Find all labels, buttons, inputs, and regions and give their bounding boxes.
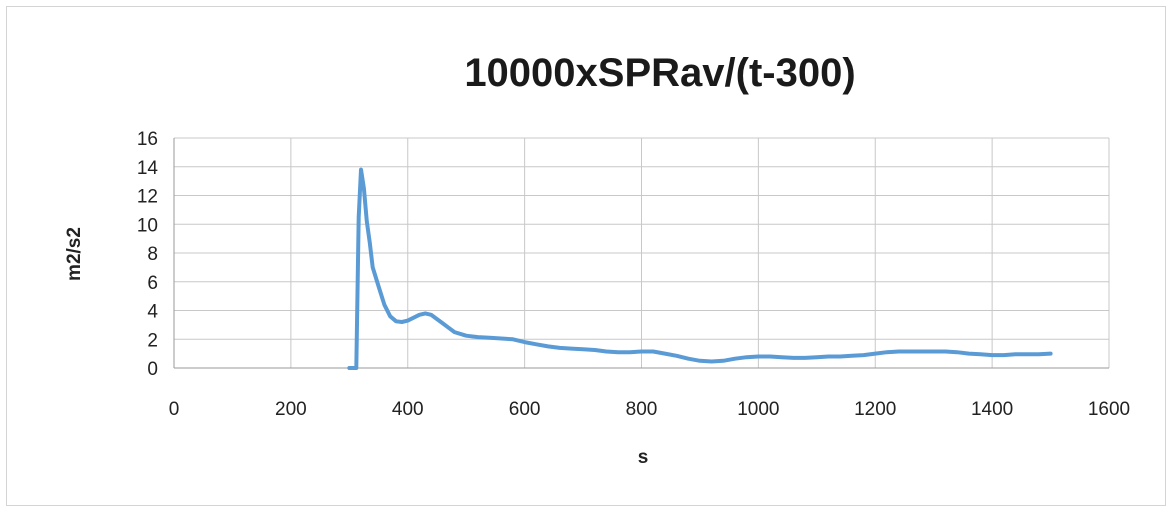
- y-tick-label: 8: [147, 244, 158, 265]
- x-tick-label: 200: [275, 399, 307, 420]
- axes: [173, 138, 1109, 369]
- y-tick-label: 2: [147, 330, 158, 351]
- x-axis-label: s: [638, 447, 649, 468]
- y-tick-label: 10: [137, 215, 158, 236]
- series-layer: [347, 167, 1053, 370]
- x-tick-label: 800: [626, 399, 658, 420]
- y-tick-labels: 0 2 4 6 8 10 12 14 16: [137, 129, 159, 380]
- x-tick-label: 600: [509, 399, 541, 420]
- x-tick-label: 1600: [1088, 399, 1130, 420]
- x-tick-label: 400: [392, 399, 424, 420]
- gridlines: [174, 137, 1110, 368]
- y-tick-label: 14: [137, 158, 159, 179]
- x-tick-label: 1000: [737, 399, 779, 420]
- x-tick-labels: 0 200 400 600 800 1000 1200 1400 1600: [169, 399, 1130, 420]
- chart-frame: [6, 6, 1166, 506]
- y-tick-label: 12: [137, 187, 158, 208]
- y-axis-label: m2/s2: [64, 227, 85, 281]
- x-tick-label: 0: [169, 399, 180, 420]
- y-tick-label: 0: [147, 359, 158, 380]
- y-tick-label: 4: [147, 302, 158, 323]
- chart-title: 10000xSPRav/(t-300): [464, 51, 855, 95]
- y-tick-label: 6: [147, 273, 158, 294]
- x-tick-label: 1400: [971, 399, 1013, 420]
- series-line: [347, 167, 1053, 370]
- y-tick-label: 16: [137, 129, 158, 150]
- x-tick-label: 1200: [854, 399, 896, 420]
